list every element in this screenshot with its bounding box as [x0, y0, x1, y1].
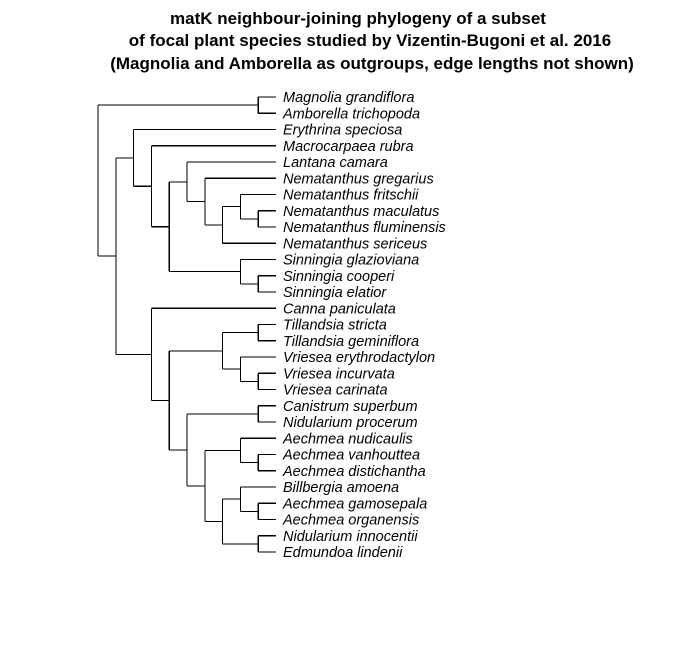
tip-label: Aechmea gamosepala	[282, 496, 427, 512]
tip-label: Tillandsia geminiflora	[283, 334, 419, 350]
tip-label: Macrocarpaea rubra	[283, 139, 414, 155]
tip-label: Nidularium procerum	[283, 415, 418, 431]
tip-label: Vriesea incurvata	[283, 366, 395, 382]
tip-label: Edmundoa lindenii	[283, 545, 403, 561]
tip-label: Lantana camara	[283, 155, 388, 171]
tip-label: Tillandsia stricta	[283, 318, 387, 334]
tip-label: Aechmea organensis	[282, 513, 419, 529]
tip-label: Vriesea carinata	[283, 383, 388, 399]
tip-label: Aechmea distichantha	[282, 464, 426, 480]
title-line-2: of focal plant species studied by Vizent…	[129, 31, 611, 50]
title-line-1: matK neighbour-joining phylogeny of a su…	[170, 9, 546, 28]
tip-label: Aechmea nudicaulis	[282, 431, 413, 447]
tip-label: Amborella trichopoda	[282, 106, 420, 122]
tip-label: Nematanthus gregarius	[283, 171, 434, 187]
tip-label: Magnolia grandiflora	[283, 90, 414, 106]
tip-label: Nidularium innocentii	[283, 529, 418, 545]
tip-label: Erythrina speciosa	[283, 123, 402, 139]
tip-label: Canna paniculata	[283, 301, 396, 317]
tip-label: Vriesea erythrodactylon	[283, 350, 435, 366]
tip-label: Sinningia glazioviana	[283, 253, 419, 269]
tip-label: Nematanthus maculatus	[283, 204, 439, 220]
tip-label: Nematanthus fritschii	[283, 188, 419, 204]
tree-edges	[97, 96, 276, 553]
tip-label: Sinningia cooperi	[283, 269, 395, 285]
title-line-3: (Magnolia and Amborella as outgroups, ed…	[110, 54, 634, 73]
tip-label: Aechmea vanhouttea	[282, 448, 420, 464]
tip-label: Nematanthus sericeus	[283, 236, 427, 252]
tip-label: Billbergia amoena	[283, 480, 399, 496]
tip-label: Sinningia elatior	[283, 285, 387, 301]
tip-label: Nematanthus fluminensis	[283, 220, 446, 236]
tip-label: Canistrum superbum	[283, 399, 418, 415]
figure-title: matK neighbour-joining phylogeny of a su…	[110, 9, 634, 73]
